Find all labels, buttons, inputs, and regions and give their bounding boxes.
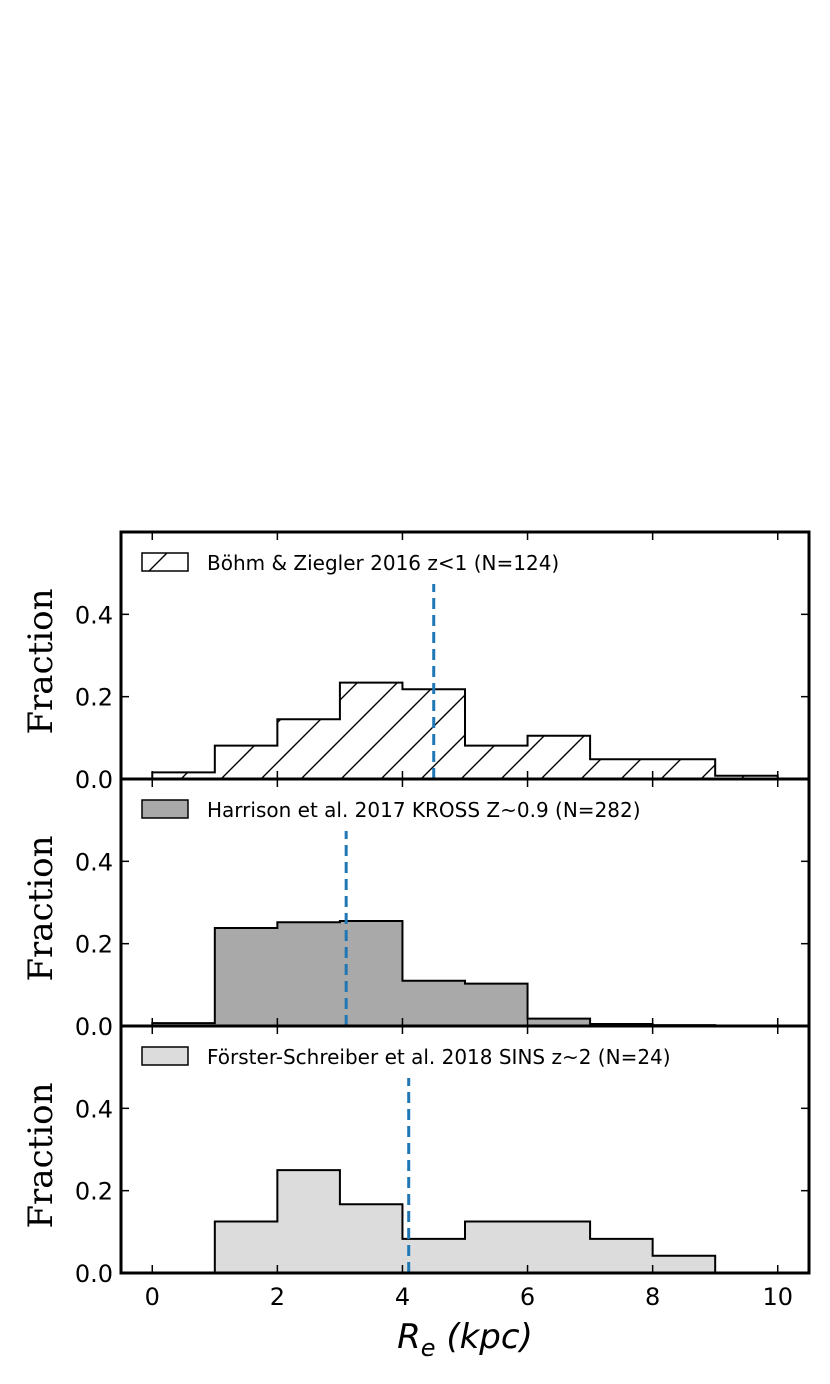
y-tick-label: 0.0 bbox=[75, 1013, 113, 1041]
x-tick-label: 0 bbox=[145, 1283, 160, 1311]
panel-2: 0.0 0.2 0.4 Fraction Harrison et al. 2017 KR… bbox=[21, 777, 811, 1041]
panel-3: 0.0 0.2 0.4 Fraction Förster-Schreiber et al… bbox=[21, 1024, 811, 1288]
y-axis-label: Fraction bbox=[21, 588, 61, 734]
legend-label: Harrison et al. 2017 KROSS Z~0.9 (N=282) bbox=[207, 798, 641, 822]
y-tick-label: 0.4 bbox=[75, 601, 113, 629]
x-tick-label: 4 bbox=[395, 1283, 410, 1311]
y-tick-label: 0.2 bbox=[75, 931, 113, 959]
y-tick-label: 0.4 bbox=[75, 1095, 113, 1123]
histogram-3 bbox=[152, 1169, 778, 1274]
x-tick-label: 6 bbox=[520, 1283, 535, 1311]
legend-swatch bbox=[141, 552, 189, 572]
histogram-2 bbox=[151, 920, 778, 1027]
x-tick-label: 8 bbox=[645, 1283, 660, 1311]
panel-1: 0.0 0.2 0.4 Fraction Böhm & Ziegler 2016 z<1… bbox=[21, 530, 811, 794]
y-tick-label: 0.2 bbox=[75, 1178, 113, 1206]
legend-swatch bbox=[141, 1046, 189, 1066]
y-tick-label: 0.2 bbox=[75, 684, 113, 712]
axes-frame-3 bbox=[119, 1024, 811, 1275]
y-tick-label: 0.0 bbox=[75, 766, 113, 794]
legend-swatch bbox=[141, 799, 189, 819]
x-axis-label: Re (kpc) bbox=[397, 1317, 533, 1362]
legend-label: Böhm & Ziegler 2016 z<1 (N=124) bbox=[207, 551, 559, 575]
y-axis-label: Fraction bbox=[21, 1082, 61, 1228]
histogram-1 bbox=[151, 681, 779, 780]
y-axis-label: Fraction bbox=[21, 835, 61, 981]
y-tick-label: 0.0 bbox=[75, 1260, 113, 1288]
y-tick-label: 0.4 bbox=[75, 848, 113, 876]
legend-label: Förster-Schreiber et al. 2018 SINS z~2 (… bbox=[207, 1045, 671, 1069]
x-tick-label: 2 bbox=[270, 1283, 285, 1311]
x-tick-label: 10 bbox=[762, 1283, 793, 1311]
